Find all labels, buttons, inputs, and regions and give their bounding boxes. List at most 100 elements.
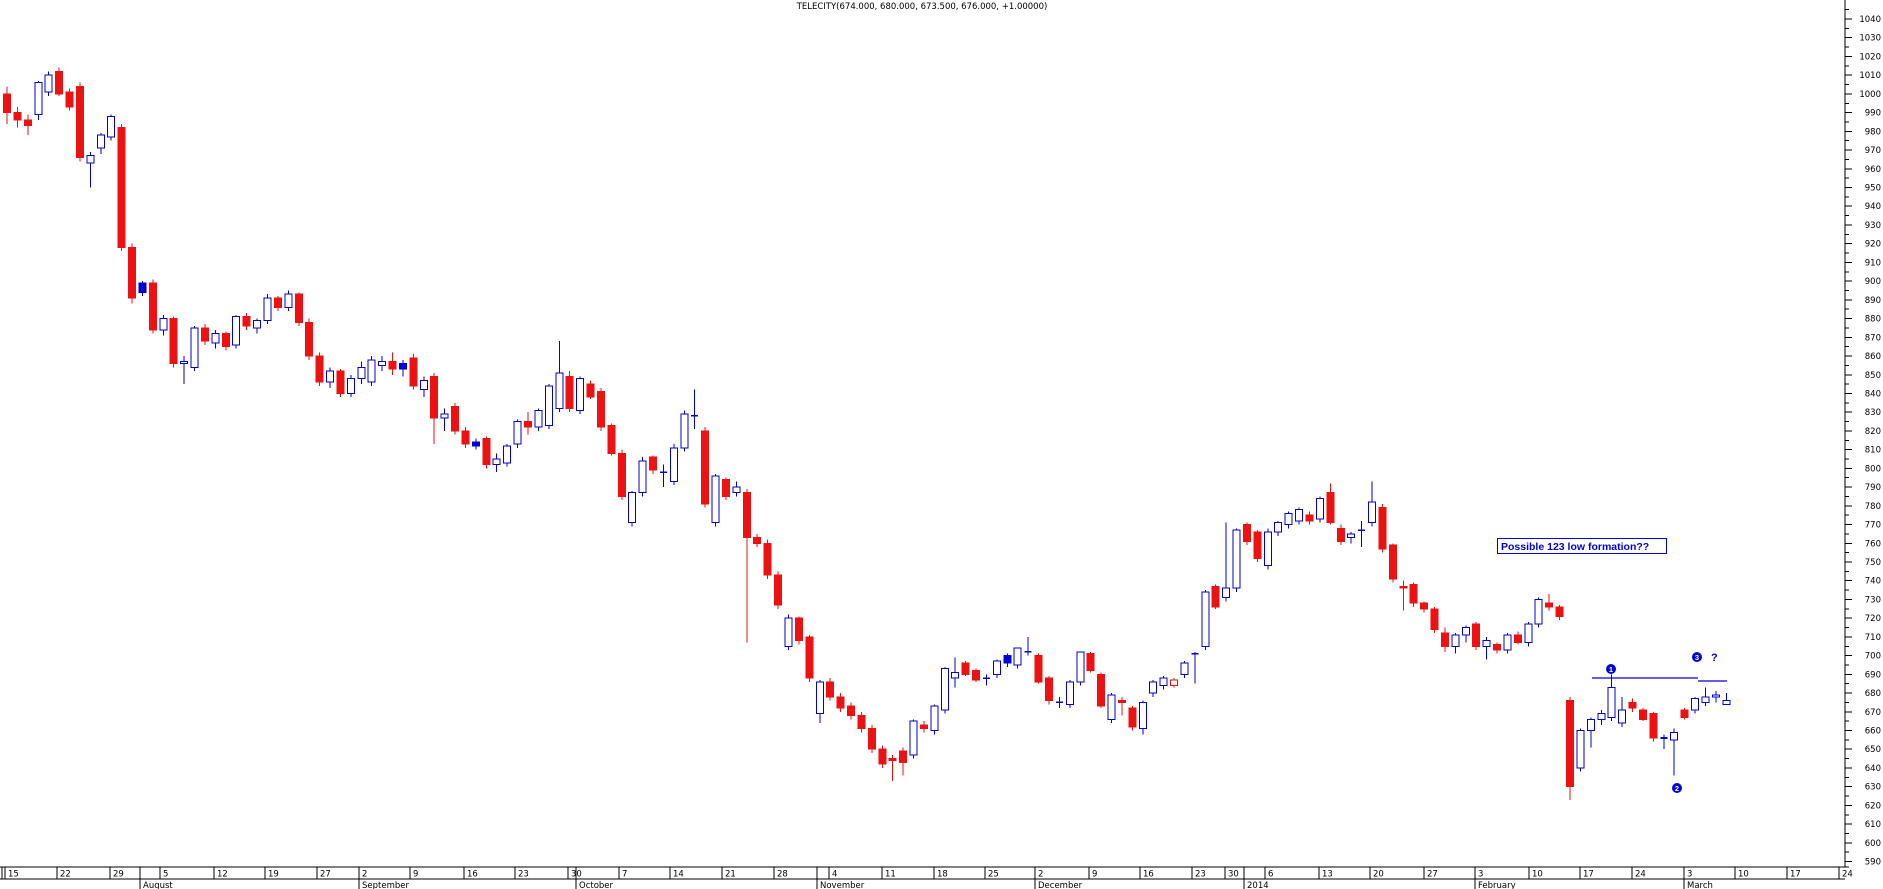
candle-up [732, 481, 741, 497]
circled-marker-3[interactable]: 3 [1692, 652, 1702, 662]
y-axis-label: 950 [1865, 184, 1881, 194]
candle-body [1503, 634, 1512, 651]
y-axis-label: 940 [1865, 202, 1881, 212]
y-axis-label: 1020 [1859, 52, 1881, 62]
circled-marker-2[interactable]: 2 [1672, 783, 1682, 793]
candle-down [23, 114, 32, 136]
candle-body [565, 376, 574, 409]
week-label: 4 [832, 870, 837, 880]
candle-down [826, 678, 835, 701]
candle-body [1232, 529, 1241, 589]
candle-up [1451, 633, 1460, 654]
candle-down [753, 533, 762, 548]
candle-body [951, 671, 960, 679]
candle-up [1691, 696, 1700, 714]
week-label: 14 [673, 870, 684, 880]
week-label: 10 [1532, 870, 1543, 880]
candle-body [34, 82, 43, 115]
candle-body [628, 492, 637, 524]
candle-up [1534, 597, 1543, 628]
candle-body [1670, 731, 1679, 741]
week-label: 25 [988, 870, 999, 880]
candle-body [1211, 585, 1220, 608]
candle-up [992, 659, 1001, 679]
candle-down [774, 571, 783, 609]
candle-up [982, 674, 990, 686]
candle-body [1409, 583, 1418, 604]
candle-down [1170, 678, 1179, 688]
candle-down [273, 296, 282, 312]
candle-body [336, 370, 345, 394]
candle-body [461, 430, 470, 445]
y-axis-label: 1010 [1859, 71, 1881, 81]
candle-body [23, 119, 32, 127]
candle-up [357, 361, 366, 385]
candle-body [617, 452, 626, 497]
candle-body [1691, 698, 1700, 711]
candle-body [794, 617, 803, 642]
annotation-text-box[interactable]: Possible 123 low formation?? [1497, 538, 1667, 554]
candle-up [1003, 653, 1012, 667]
candle-down [596, 387, 605, 431]
candle-body [1566, 700, 1574, 788]
candle-body [555, 372, 564, 409]
candle-down [305, 318, 314, 360]
candle-body [1711, 694, 1720, 698]
candle-body [503, 445, 512, 464]
candle-up [638, 457, 647, 497]
y-axis-label: 770 [1865, 521, 1881, 531]
candle-body [1597, 713, 1606, 720]
candle-body [1368, 501, 1377, 524]
candle-down [461, 427, 470, 448]
y-axis-label: 590 [1865, 858, 1881, 868]
candle-up [367, 356, 376, 386]
week-label: 23 [518, 870, 529, 880]
candle-body [513, 421, 522, 445]
candle-down [117, 123, 126, 252]
candle-down [315, 352, 324, 386]
candle-up [1358, 520, 1366, 548]
circled-marker-1[interactable]: 1 [1606, 664, 1616, 674]
candle-up [930, 704, 939, 735]
candle-up [1295, 507, 1304, 525]
candle-body [200, 327, 209, 342]
candle-down [1493, 642, 1502, 654]
candle-body [774, 574, 783, 606]
marker-circle-icon [1672, 783, 1682, 793]
candle-body [180, 361, 189, 365]
marker-digit: 2 [1675, 784, 1679, 793]
y-axis-label: 640 [1865, 764, 1881, 774]
candle-body [117, 127, 126, 248]
annotation-label: Possible 123 low formation?? [1501, 541, 1649, 553]
candle-up [44, 71, 53, 96]
candle-body [649, 456, 658, 471]
candle-up [669, 444, 678, 486]
candle-body [1618, 709, 1627, 724]
candle-up [253, 318, 262, 334]
candle-body [1201, 591, 1210, 647]
candle-body [1045, 677, 1053, 702]
month-label: November [820, 881, 865, 889]
candle-body [607, 424, 616, 454]
week-label: 3 [1687, 870, 1692, 880]
candle-body [992, 660, 1001, 675]
candle-up [1201, 590, 1210, 650]
candle-body [847, 705, 856, 717]
question-mark-label[interactable]: ? [1711, 652, 1718, 664]
annotation-box-border[interactable] [1497, 538, 1667, 554]
candle-down [794, 616, 803, 645]
candle-up [96, 133, 105, 154]
candle-down [3, 86, 11, 124]
y-axis-label: 910 [1865, 258, 1881, 268]
candle-down [1430, 606, 1439, 634]
candle-body [836, 696, 845, 709]
candle-body [669, 447, 678, 482]
candle-up [1055, 696, 1063, 709]
candle-down [430, 372, 439, 445]
candle-body [1170, 679, 1179, 687]
candle-body [13, 112, 22, 121]
candle-body [482, 437, 491, 466]
candle-body [586, 383, 595, 398]
